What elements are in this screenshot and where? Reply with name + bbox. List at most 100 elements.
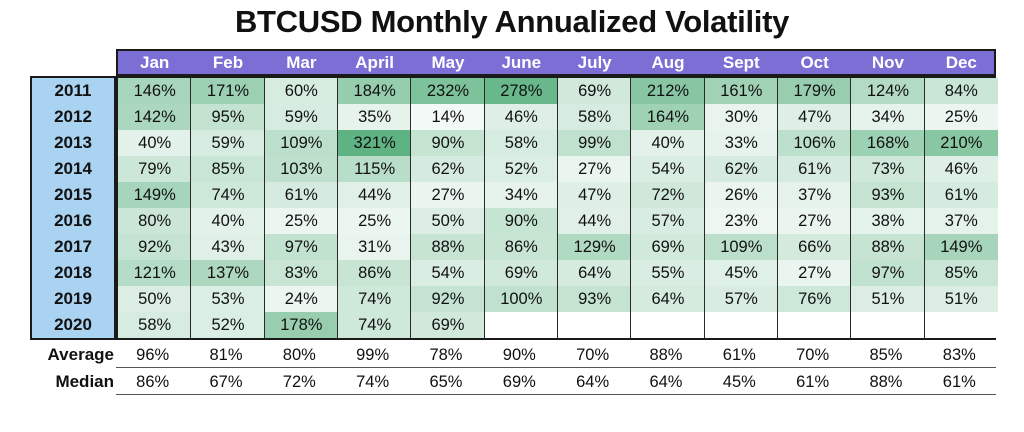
cell-2017-oct: 66% — [777, 234, 852, 260]
year-label-2018: 2018 — [54, 263, 92, 282]
year-label-2019: 2019 — [54, 289, 92, 308]
month-header-jan: Jan — [140, 53, 170, 72]
cell-2013-nov: 168% — [851, 130, 925, 156]
summary-value-median-dec: 61% — [942, 373, 976, 391]
year-label-2012: 2012 — [54, 107, 92, 126]
cell-2016-july: 44% — [557, 208, 632, 234]
cell-2012-aug: 164% — [631, 104, 705, 130]
cell-2017-mar: 97% — [264, 234, 338, 260]
cell-2018-dec: 85% — [924, 260, 998, 286]
summary-value-average-april: 99% — [356, 346, 390, 364]
cell-2012-nov: 34% — [851, 104, 925, 130]
summary-value-median-may: 65% — [429, 373, 463, 391]
column-divider — [703, 78, 705, 338]
cell-2013-april: 321% — [337, 130, 412, 156]
cell-2016-may: 50% — [411, 208, 485, 234]
cell-2018-nov: 97% — [851, 260, 925, 286]
column-divider — [263, 78, 265, 338]
cell-2011-mar: 60% — [264, 78, 338, 104]
cell-2018-july: 64% — [557, 260, 632, 286]
cell-2014-oct: 61% — [777, 156, 852, 182]
cell-2020-mar: 178% — [264, 312, 338, 338]
summary-value-median-july: 64% — [576, 373, 610, 391]
cell-2012-may: 14% — [411, 104, 485, 130]
column-divider — [923, 78, 925, 338]
cell-2018-mar: 83% — [264, 260, 338, 286]
cell-2018-sept: 45% — [704, 260, 778, 286]
cell-2014-aug: 54% — [631, 156, 705, 182]
month-header-dec: Dec — [945, 53, 977, 72]
year-label-2013: 2013 — [54, 133, 92, 152]
cell-2019-dec: 51% — [924, 286, 998, 312]
cell-2014-jan: 79% — [118, 156, 192, 182]
cell-2020-may: 69% — [411, 312, 485, 338]
cell-2017-aug: 69% — [631, 234, 705, 260]
summary-value-average-may: 78% — [429, 346, 463, 364]
cell-2012-dec: 25% — [924, 104, 998, 130]
cell-2013-aug: 40% — [631, 130, 705, 156]
cell-2013-jan: 40% — [118, 130, 192, 156]
summary-row-average: Average 96% 81% 80% 99% 78% 90% 70% 88% 61% 70% 85%… — [30, 342, 996, 368]
year-label-2015: 2015 — [54, 185, 92, 204]
summary-value-average-jan: 96% — [136, 346, 170, 364]
summary-value-median-sept: 45% — [722, 373, 756, 391]
cell-2017-july: 129% — [557, 234, 632, 260]
column-divider — [190, 78, 192, 338]
cell-2020-aug — [631, 312, 705, 338]
cell-2014-sept: 62% — [704, 156, 778, 182]
summary-value-median-mar: 72% — [282, 373, 316, 391]
column-divider — [630, 78, 632, 338]
cell-2015-feb: 74% — [191, 182, 265, 208]
cell-2020-june — [484, 312, 558, 338]
cell-2015-may: 27% — [411, 182, 485, 208]
cell-2020-feb: 52% — [191, 312, 265, 338]
cell-2015-jan: 149% — [118, 182, 192, 208]
cell-2015-aug: 72% — [631, 182, 705, 208]
cell-2020-dec — [924, 312, 998, 338]
cell-2013-oct: 106% — [777, 130, 852, 156]
cell-2019-feb: 53% — [191, 286, 265, 312]
cell-2018-feb: 137% — [191, 260, 265, 286]
cell-2016-mar: 25% — [264, 208, 338, 234]
cell-2013-dec: 210% — [924, 130, 998, 156]
summary-underline — [116, 394, 996, 395]
month-header-april: April — [355, 53, 395, 72]
year-label-2016: 2016 — [54, 211, 92, 230]
month-header-nov: Nov — [871, 53, 905, 72]
cell-2020-july — [557, 312, 632, 338]
month-header-oct: Oct — [800, 53, 829, 72]
cell-2011-sept: 161% — [704, 78, 778, 104]
month-header-feb: Feb — [212, 53, 244, 72]
cell-2015-june: 34% — [484, 182, 558, 208]
summary-value-average-july: 70% — [576, 346, 610, 364]
cell-2017-june: 86% — [484, 234, 558, 260]
month-header-mar: Mar — [286, 53, 317, 72]
cell-2013-mar: 109% — [264, 130, 338, 156]
cell-2018-june: 69% — [484, 260, 558, 286]
cell-2019-june: 100% — [484, 286, 558, 312]
cell-2012-mar: 59% — [264, 104, 338, 130]
summary-value-average-oct: 70% — [796, 346, 830, 364]
column-divider — [410, 78, 412, 338]
summary-value-average-feb: 81% — [209, 346, 243, 364]
summary-underline — [116, 367, 996, 368]
cell-2015-dec: 61% — [924, 182, 998, 208]
year-label-2020: 2020 — [54, 315, 92, 334]
cell-2013-feb: 59% — [191, 130, 265, 156]
cell-2017-dec: 149% — [924, 234, 998, 260]
column-divider — [336, 78, 338, 338]
cell-2012-feb: 95% — [191, 104, 265, 130]
cell-2016-aug: 57% — [631, 208, 705, 234]
summary-label-average: Average — [47, 345, 114, 364]
cell-2011-june: 278% — [484, 78, 558, 104]
cell-2017-jan: 92% — [118, 234, 192, 260]
cell-2012-july: 58% — [557, 104, 632, 130]
year-label-2014: 2014 — [54, 159, 92, 178]
summary-value-average-nov: 85% — [869, 346, 903, 364]
cell-2019-mar: 24% — [264, 286, 338, 312]
cell-2015-sept: 26% — [704, 182, 778, 208]
cell-2018-aug: 55% — [631, 260, 705, 286]
year-column: 2011 2012 2013 2014 2015 2016 2017 2018 2019 2020 — [30, 76, 116, 340]
year-label-2011: 2011 — [54, 81, 92, 100]
cell-2011-aug: 212% — [631, 78, 705, 104]
